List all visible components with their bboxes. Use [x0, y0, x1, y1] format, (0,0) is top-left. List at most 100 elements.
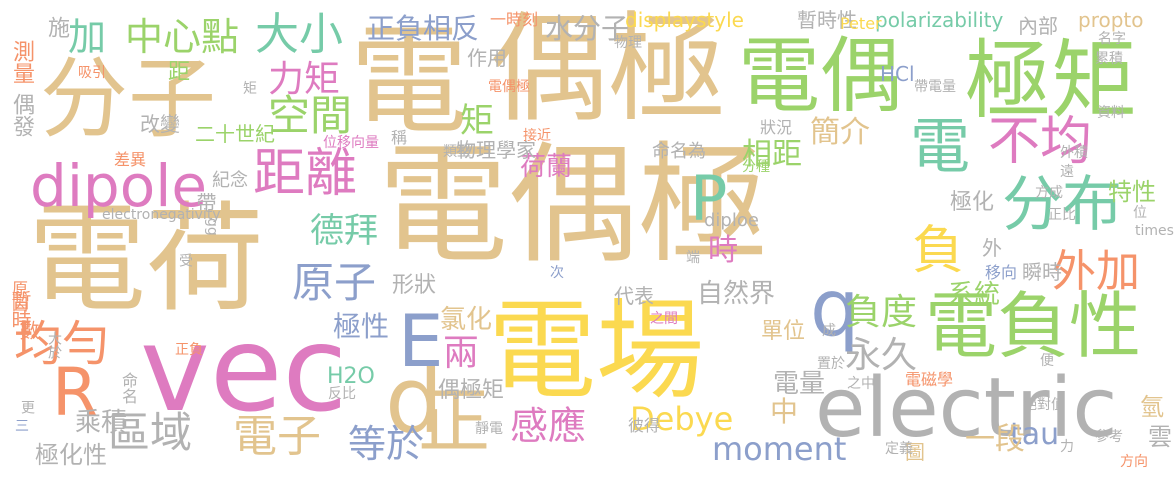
word: 氯化: [440, 305, 493, 335]
word: 德拜: [310, 211, 378, 251]
word: 帶電量: [914, 79, 956, 95]
word: 雲: [1148, 423, 1172, 451]
word: 遠: [1060, 164, 1074, 180]
word: 空間: [268, 91, 353, 140]
word: 距離: [253, 144, 358, 204]
word: 中心點: [125, 15, 240, 59]
word: 帶: [193, 192, 217, 212]
word: 物理: [614, 35, 642, 51]
word: Debye: [630, 400, 734, 438]
word: 負: [912, 221, 965, 281]
word: 不均: [988, 112, 1093, 172]
word: 等於: [348, 422, 425, 466]
word: 瞬時: [1022, 260, 1062, 284]
word: 簡介: [810, 115, 870, 150]
word: 改變: [140, 112, 180, 136]
word: 接近: [523, 128, 551, 144]
word: 極化性: [35, 441, 107, 469]
word: propto: [1078, 8, 1144, 32]
word: 極矩: [965, 31, 1137, 131]
word: 便: [1040, 353, 1054, 369]
word: 移向: [985, 263, 1018, 282]
word: 時: [708, 233, 738, 268]
word: 中: [770, 395, 799, 428]
word: 偶極矩: [438, 378, 505, 403]
word: 力矩: [268, 59, 341, 100]
word: 電: [910, 112, 970, 182]
word: 作用: [467, 46, 507, 70]
word: 原子: [292, 258, 377, 307]
word: 偶發: [9, 93, 34, 137]
word: P: [690, 162, 728, 235]
word: 彼得: [628, 416, 661, 435]
word: 位移向量: [323, 135, 379, 151]
word: 狀況: [760, 118, 793, 137]
word: 內部: [1018, 14, 1058, 38]
word: 物理學家: [456, 138, 536, 162]
word: 乘積: [75, 408, 128, 438]
word: Peter: [840, 14, 882, 33]
word: 感應: [510, 404, 587, 448]
word: 次: [550, 265, 564, 281]
word: gg: [204, 218, 220, 236]
word: 電偶: [738, 29, 903, 124]
word: 矩: [460, 101, 494, 141]
word: 一時刻: [490, 10, 539, 29]
word: 電偶極: [488, 79, 530, 95]
word: 資料: [1097, 105, 1125, 121]
word: 均勻: [14, 316, 111, 372]
word: 絕對值: [1023, 397, 1065, 413]
word: 圖: [905, 440, 925, 464]
word: 分種: [742, 159, 770, 175]
word: 靜電: [475, 421, 503, 437]
word: 正比: [1048, 207, 1076, 223]
word: 命名為: [652, 141, 706, 162]
word: 形狀: [392, 273, 437, 298]
word: 外積: [1060, 145, 1088, 161]
word: 三: [13, 418, 29, 432]
word: vec: [140, 300, 348, 438]
word: 名字: [1098, 31, 1126, 47]
word: 偶極: [490, 0, 727, 138]
word: displaystyle: [625, 8, 744, 32]
word: 外加: [1052, 246, 1140, 297]
word: 之間: [650, 311, 678, 327]
word: 系統: [948, 280, 1001, 310]
word: dipole: [30, 152, 208, 220]
word: 二十世紀: [195, 122, 275, 146]
word: 類型: [443, 144, 471, 160]
word: 外: [982, 236, 1002, 260]
word: 電負性: [925, 284, 1142, 368]
word: 累積: [1095, 51, 1123, 67]
word: 電量: [773, 369, 826, 399]
word: 電: [350, 12, 469, 150]
word: 代表: [614, 284, 654, 308]
word: d: [385, 347, 444, 454]
word: 原因: [9, 280, 28, 312]
word: 一段: [965, 422, 1025, 457]
word: 分布: [1002, 170, 1122, 240]
word: E: [398, 299, 444, 383]
word: diploe: [704, 210, 759, 231]
word: 測量: [9, 40, 34, 84]
word: 力: [1060, 439, 1074, 455]
word: 極性: [333, 310, 390, 343]
word: 永久: [845, 335, 918, 376]
word: 正: [418, 379, 491, 463]
word: moment: [712, 430, 847, 468]
word: 定義: [885, 441, 913, 457]
word: 距: [168, 60, 191, 85]
word: 兩: [443, 333, 480, 374]
word: 成: [822, 323, 836, 339]
word: 分子: [40, 47, 217, 150]
word: 區域: [108, 408, 193, 457]
word: 置於: [817, 356, 845, 372]
word: 水分子: [545, 12, 630, 45]
word: 暫時: [8, 290, 32, 330]
word: 更: [19, 400, 35, 414]
word: 施: [44, 16, 69, 38]
word: 受: [177, 253, 193, 267]
word: 數: [16, 320, 40, 340]
word: R: [52, 354, 98, 431]
